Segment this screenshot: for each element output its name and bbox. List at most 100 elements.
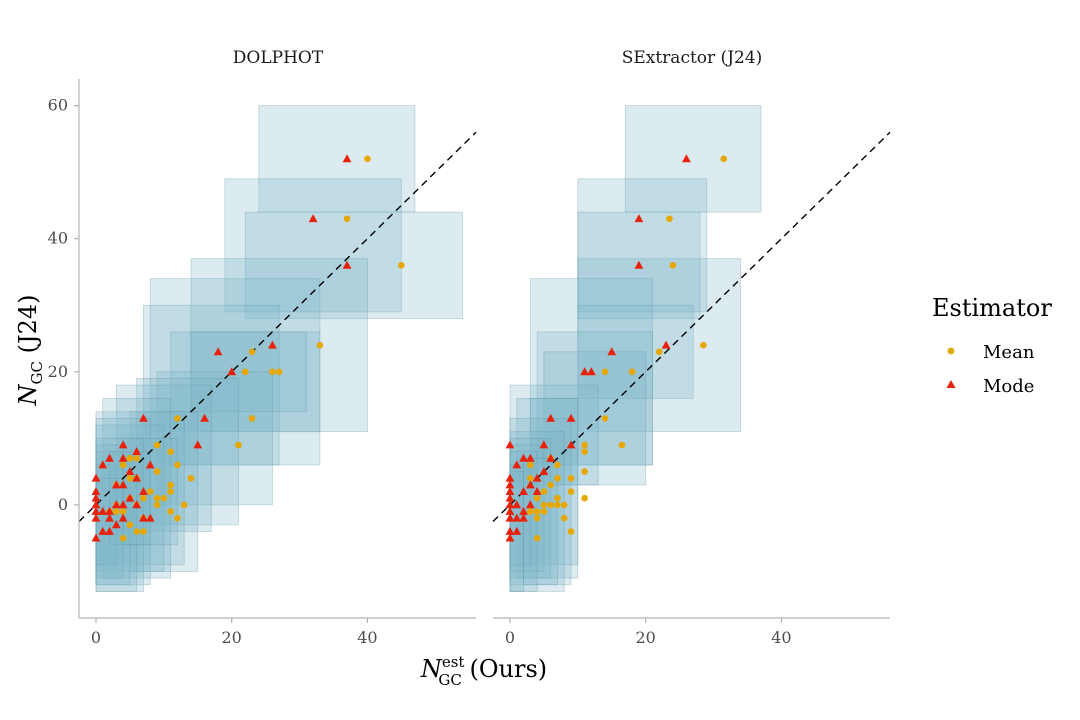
legend-mean-label: Mean xyxy=(983,342,1035,363)
uncertainty-box xyxy=(624,105,762,213)
uncertainty-box xyxy=(156,371,273,506)
mean-point xyxy=(554,501,561,509)
mean-point xyxy=(119,508,127,515)
mode-point xyxy=(227,367,237,376)
mode-point xyxy=(539,467,549,476)
mean-point xyxy=(187,474,195,482)
mean-point xyxy=(560,501,568,509)
mean-point xyxy=(153,441,161,449)
mean-point xyxy=(126,454,134,462)
y-axis-title: NGC (J24) xyxy=(14,295,46,407)
mean-point xyxy=(248,415,256,422)
mode-point xyxy=(682,154,691,163)
mean-point xyxy=(167,488,174,495)
uncertainty-box xyxy=(244,211,463,319)
mean-point xyxy=(700,341,707,349)
mean-point xyxy=(174,415,181,422)
mean-point xyxy=(113,508,120,515)
mean-point xyxy=(554,461,561,469)
mode-point xyxy=(546,413,556,422)
mean-point xyxy=(720,155,728,163)
uncertainty-box xyxy=(509,384,599,486)
mean-point xyxy=(140,528,147,535)
mean-point xyxy=(618,441,626,449)
mean-point xyxy=(533,534,541,542)
uncertainty-box xyxy=(224,178,402,313)
mode-point xyxy=(342,260,352,269)
mean-point xyxy=(655,348,663,356)
mean-point xyxy=(581,468,588,475)
mode-point xyxy=(505,480,515,489)
mean-point xyxy=(540,501,548,509)
mode-point xyxy=(505,493,515,502)
y-tick-label: 40 xyxy=(48,229,68,248)
mean-point xyxy=(167,508,174,515)
mode-point xyxy=(98,460,108,469)
mean-point xyxy=(601,368,609,376)
identity-line xyxy=(78,131,477,523)
mode-point xyxy=(634,214,644,223)
mode-point xyxy=(308,214,318,223)
uncertainty-box xyxy=(577,178,708,313)
mode-point xyxy=(132,500,142,509)
mode-point xyxy=(505,526,515,535)
mode-point xyxy=(512,513,522,522)
mean-point xyxy=(275,368,283,376)
mean-point xyxy=(547,481,554,489)
mean-point xyxy=(581,441,588,449)
mean-point xyxy=(235,441,242,449)
identity-line xyxy=(492,131,891,523)
mean-point xyxy=(581,494,588,502)
mean-point xyxy=(567,488,575,495)
mode-point xyxy=(525,500,535,509)
mode-point xyxy=(519,513,528,522)
uncertainty-box xyxy=(143,304,280,466)
uncertainty-box xyxy=(95,411,185,566)
mode-point xyxy=(105,506,114,515)
mode-point xyxy=(105,453,114,462)
mode-point xyxy=(512,460,522,469)
uncertainty-box xyxy=(577,304,694,399)
mean-point xyxy=(554,474,561,482)
mode-point xyxy=(145,460,155,469)
mode-point xyxy=(91,493,101,502)
mode-point xyxy=(532,473,542,482)
mean-point xyxy=(146,488,154,495)
mode-point xyxy=(200,413,209,422)
mode-point xyxy=(111,480,121,489)
uncertainty-box xyxy=(149,278,321,433)
mode-point xyxy=(118,513,128,522)
mean-point xyxy=(666,215,673,223)
mean-point xyxy=(174,514,181,522)
mean-point xyxy=(554,494,561,502)
mode-point xyxy=(505,513,515,522)
mode-point xyxy=(98,506,108,515)
mode-point xyxy=(193,440,203,449)
x-tick-label: 40 xyxy=(357,628,377,647)
mean-point xyxy=(527,508,534,515)
y-tick-label: 60 xyxy=(48,96,68,115)
mode-point xyxy=(587,367,596,376)
mode-point xyxy=(634,260,644,269)
panel-sextractor xyxy=(492,105,891,592)
mode-point xyxy=(139,413,148,422)
y-tick-label: 0 xyxy=(58,495,68,514)
mode-point xyxy=(539,440,549,449)
mode-point xyxy=(342,154,352,163)
mean-point xyxy=(533,494,541,502)
legend-title: Estimator xyxy=(932,294,1052,322)
mode-point xyxy=(111,500,121,509)
mean-point xyxy=(533,514,541,522)
mode-point xyxy=(139,486,148,495)
mean-point xyxy=(269,368,276,376)
mean-point xyxy=(560,514,568,522)
mean-point xyxy=(140,494,147,502)
uncertainty-box xyxy=(190,258,368,433)
mode-point xyxy=(91,486,101,495)
mean-point xyxy=(241,368,249,376)
mean-point xyxy=(160,494,168,502)
x-tick-label: 40 xyxy=(771,628,791,647)
mode-point xyxy=(91,533,101,542)
uncertainty-box xyxy=(536,331,653,466)
